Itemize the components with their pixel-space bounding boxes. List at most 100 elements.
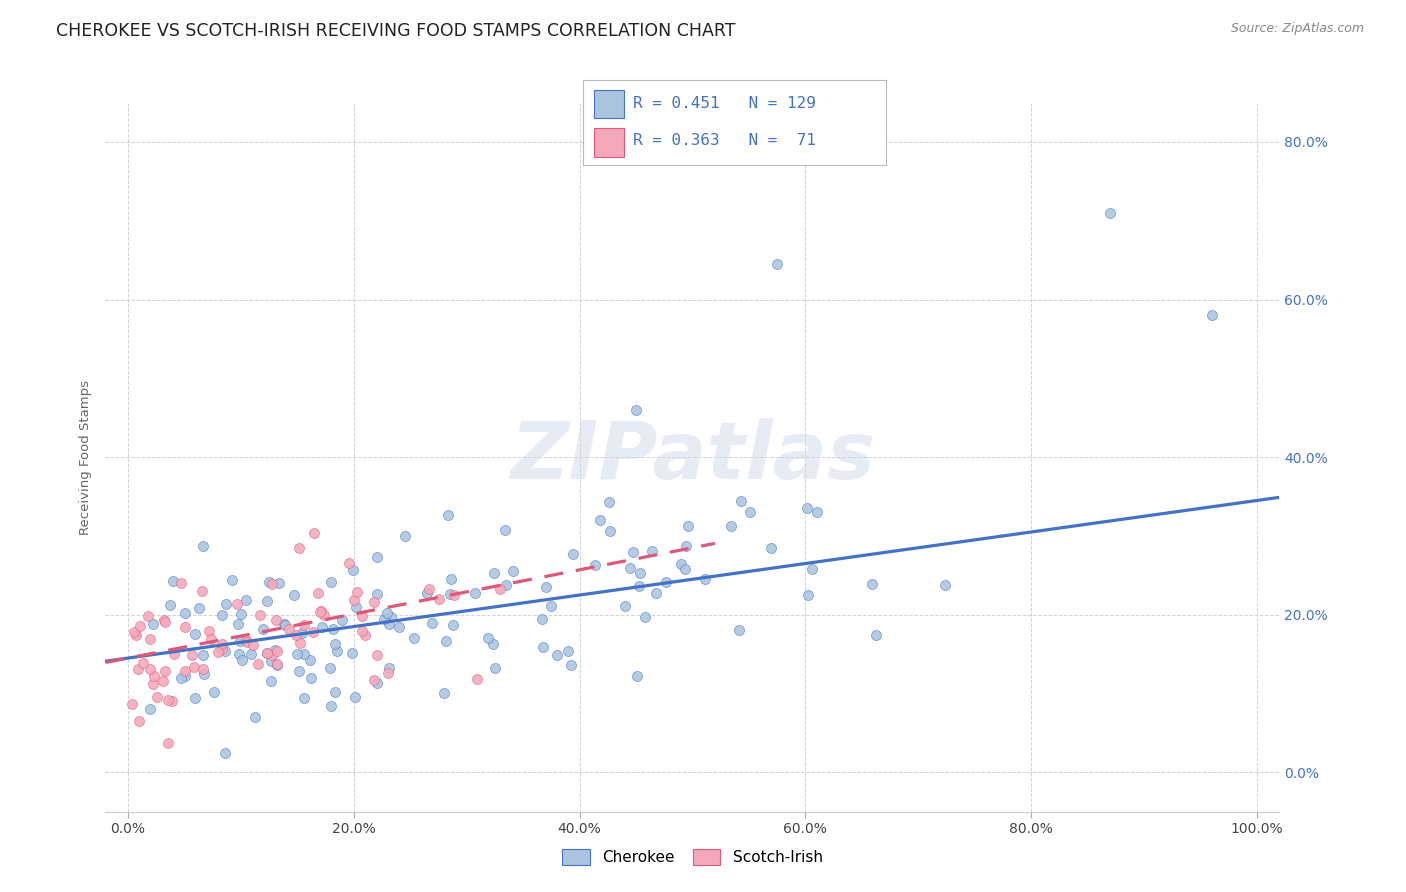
Point xyxy=(619,560,641,574)
Point xyxy=(211,637,233,651)
Point xyxy=(266,658,288,673)
Point xyxy=(796,500,818,515)
Point xyxy=(464,586,486,600)
Point xyxy=(288,665,311,679)
Point xyxy=(299,671,322,685)
Point xyxy=(228,647,250,661)
Text: R = 0.451   N = 129: R = 0.451 N = 129 xyxy=(633,96,817,112)
Point xyxy=(174,620,197,634)
Point xyxy=(796,588,818,602)
Point xyxy=(420,616,443,631)
Point xyxy=(366,550,388,565)
Point xyxy=(153,613,176,627)
Point xyxy=(174,669,197,683)
Point xyxy=(266,644,288,658)
Point xyxy=(211,608,233,623)
Point xyxy=(766,257,789,271)
Point xyxy=(641,544,664,558)
Point xyxy=(433,686,456,700)
Point xyxy=(291,626,314,640)
Point xyxy=(183,691,205,706)
Point xyxy=(125,628,148,642)
Point xyxy=(309,604,332,618)
Point xyxy=(502,564,524,578)
Point xyxy=(121,697,143,711)
Point xyxy=(240,647,263,661)
Point xyxy=(159,598,181,612)
Point xyxy=(307,586,329,600)
Point xyxy=(302,624,325,639)
Point xyxy=(256,646,278,660)
Point xyxy=(439,587,461,601)
Point xyxy=(181,648,204,663)
Point xyxy=(264,642,287,657)
Point xyxy=(312,607,335,622)
Point xyxy=(363,595,385,609)
Point xyxy=(170,671,193,685)
Point xyxy=(720,518,742,533)
Point xyxy=(418,582,440,597)
Point xyxy=(259,654,281,668)
Point xyxy=(200,632,222,646)
Point xyxy=(626,669,648,683)
Point xyxy=(142,616,165,631)
Point xyxy=(190,584,212,599)
Point xyxy=(865,628,887,642)
Point xyxy=(160,694,183,708)
Point xyxy=(127,662,149,676)
Point xyxy=(229,607,252,621)
Point xyxy=(256,646,278,660)
Point xyxy=(277,622,299,636)
Point xyxy=(287,647,309,661)
Point xyxy=(260,577,283,591)
Point xyxy=(173,606,195,620)
Point xyxy=(184,626,207,640)
Point xyxy=(191,648,214,662)
Point xyxy=(260,673,283,688)
Point xyxy=(585,558,607,572)
Point xyxy=(531,612,554,626)
Point xyxy=(174,664,197,678)
Point xyxy=(284,628,307,642)
Point xyxy=(288,636,311,650)
Point xyxy=(259,574,281,589)
Point xyxy=(675,539,697,553)
Point xyxy=(142,677,165,691)
Point xyxy=(311,620,333,634)
Point xyxy=(235,593,257,607)
Point xyxy=(256,593,278,607)
Point xyxy=(380,609,402,624)
Point xyxy=(128,714,150,728)
Point xyxy=(557,643,579,657)
Point xyxy=(366,675,388,690)
Point xyxy=(308,605,330,619)
Point xyxy=(377,666,399,681)
Point xyxy=(193,539,215,553)
Point xyxy=(229,633,252,648)
Point xyxy=(342,563,364,577)
Point xyxy=(727,623,749,637)
Point xyxy=(266,613,288,627)
Point xyxy=(693,572,716,586)
Point xyxy=(283,588,305,602)
Point xyxy=(153,664,176,678)
Point xyxy=(155,615,177,629)
Point xyxy=(273,617,295,632)
Point xyxy=(344,690,367,704)
Point xyxy=(274,617,297,632)
Point xyxy=(484,566,506,581)
Point xyxy=(202,684,225,698)
Point xyxy=(269,575,291,590)
Point xyxy=(354,628,377,642)
Point xyxy=(214,746,236,760)
Point xyxy=(1099,206,1122,220)
Point xyxy=(759,541,782,556)
Point xyxy=(215,598,238,612)
Point xyxy=(669,558,692,572)
Point xyxy=(675,561,697,575)
Text: Source: ZipAtlas.com: Source: ZipAtlas.com xyxy=(1230,22,1364,36)
Point xyxy=(323,684,346,698)
Point xyxy=(143,668,166,682)
Point xyxy=(477,632,499,646)
Point xyxy=(162,574,184,588)
